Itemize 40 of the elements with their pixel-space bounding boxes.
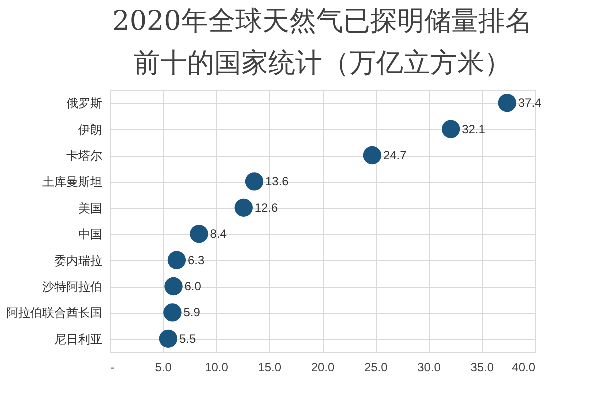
x-tick-label: 5.0	[155, 360, 172, 374]
y-tick-label: 俄罗斯	[66, 96, 102, 111]
x-tick-label: 20.0	[311, 360, 335, 374]
point	[245, 172, 264, 191]
x-tick-label: 25.0	[364, 360, 388, 374]
x-tick-label: 10.0	[205, 360, 229, 374]
y-tick-label: 卡塔尔	[66, 149, 102, 163]
point	[363, 146, 382, 165]
x-tick-label: 40.0	[512, 360, 536, 374]
data-label: 6.0	[184, 280, 202, 294]
y-tick-label: 伊朗	[78, 122, 102, 137]
point	[498, 94, 516, 112]
x-tick-label: 15.0	[258, 360, 282, 374]
point	[168, 251, 186, 270]
data-label: 24.7	[383, 148, 408, 162]
y-tick-label: 中国	[78, 228, 102, 242]
point	[190, 225, 208, 244]
y-tick-label: 尼日利亚	[54, 332, 102, 346]
y-tick-label: 土库曼斯坦	[42, 175, 102, 190]
data-label: 5.5	[179, 332, 196, 346]
data-label: 8.4	[210, 227, 228, 242]
x-tick-label: -	[110, 360, 114, 374]
data-label: 32.1	[462, 122, 486, 136]
data-label: 12.6	[254, 200, 279, 215]
y-tick-label: 委内瑞拉	[54, 254, 102, 268]
data-label: 6.3	[188, 253, 205, 268]
data-label: 5.9	[184, 306, 201, 320]
data-label: 37.4	[518, 96, 542, 110]
y-tick-label: 美国	[78, 201, 102, 216]
x-tick-label: 35.0	[470, 360, 494, 374]
point	[164, 304, 182, 322]
y-tick-label: 沙特阿拉伯	[42, 280, 102, 294]
point	[164, 277, 183, 296]
point	[234, 198, 253, 217]
chart-title: 2020年全球天然气已探明储量排名前十的国家统计（万亿立方米）	[112, 6, 532, 79]
point	[159, 330, 178, 348]
data-label: 13.6	[266, 174, 290, 189]
point	[442, 120, 460, 138]
y-tick-label: 阿拉伯联合酋长国	[6, 306, 102, 320]
x-tick-label: 30.0	[418, 360, 442, 374]
